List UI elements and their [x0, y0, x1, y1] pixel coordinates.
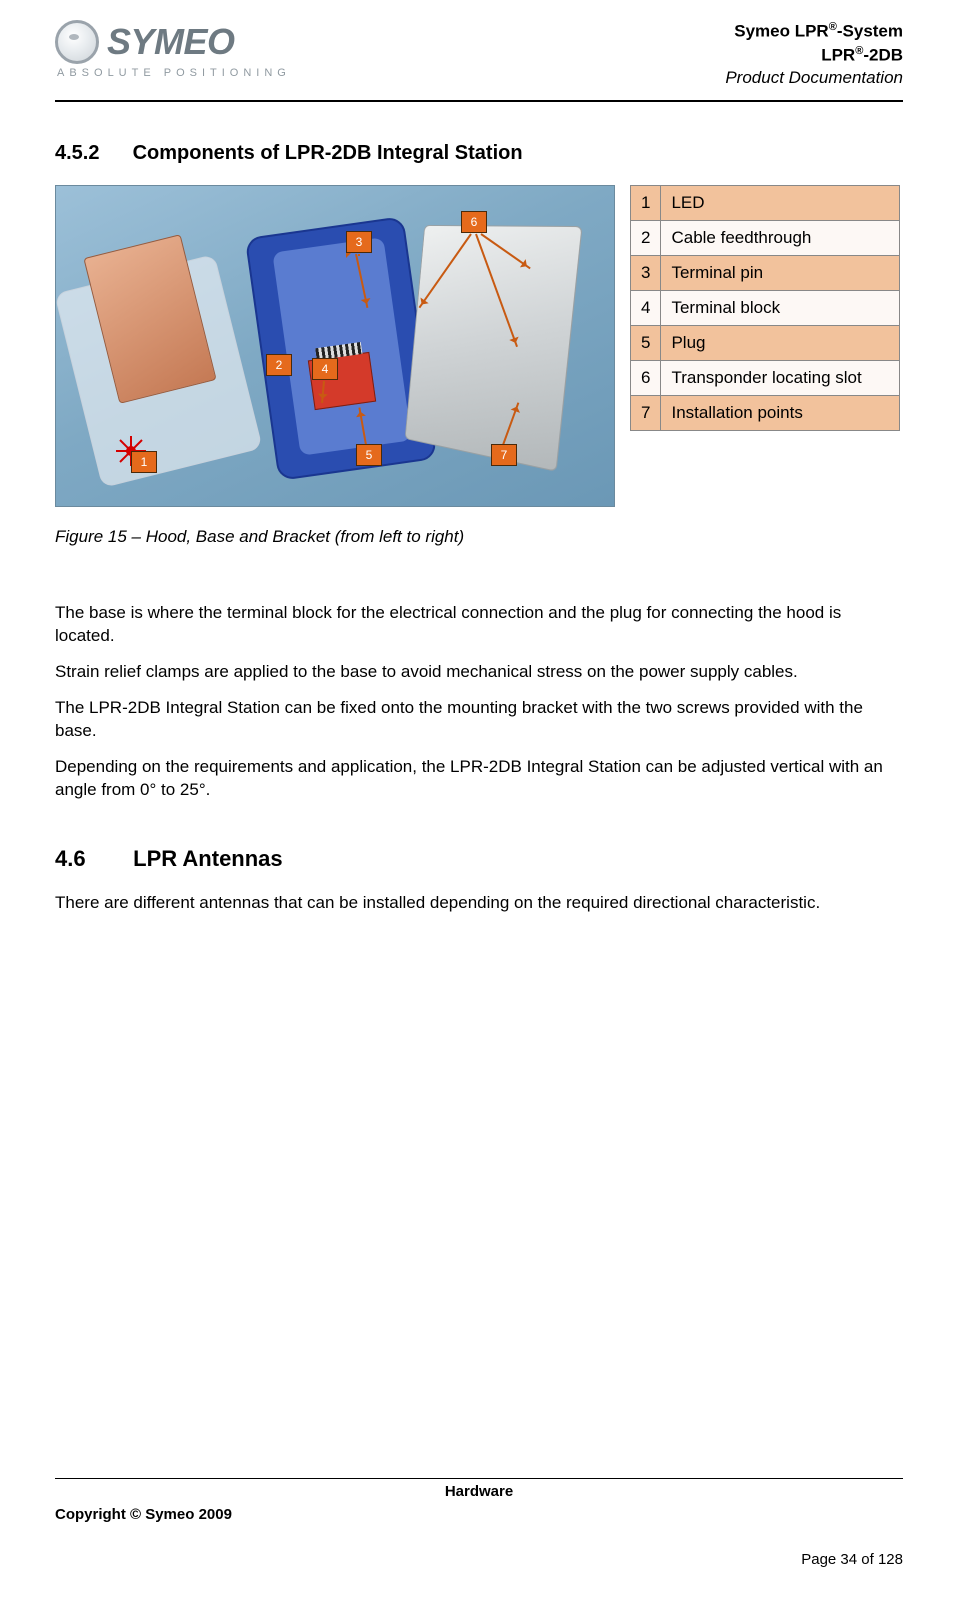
paragraph-antennas: There are different antennas that can be…: [55, 892, 903, 914]
legend-label: Terminal pin: [661, 256, 900, 291]
body-text: The base is where the terminal block for…: [55, 602, 903, 801]
legend-label: Terminal block: [661, 291, 900, 326]
figure-label-7: 7: [491, 444, 517, 466]
footer-center: Hardware: [55, 1479, 903, 1506]
figure-label-2: 2: [266, 354, 292, 376]
paragraph-3: The LPR-2DB Integral Station can be fixe…: [55, 697, 903, 742]
paragraph-4: Depending on the requirements and applic…: [55, 756, 903, 801]
figure-row: 1 2 3 4 5 6 7 1LED2Cable feedthrough3Ter…: [55, 185, 903, 507]
subsection-heading: 4.5.2 Components of LPR-2DB Integral Sta…: [55, 142, 903, 165]
legend-row: 4Terminal block: [631, 291, 900, 326]
figure-label-5: 5: [356, 444, 382, 466]
legend-num: 4: [631, 291, 661, 326]
figure-label-4: 4: [312, 358, 338, 380]
legend-num: 2: [631, 221, 661, 256]
logo-icon: [55, 20, 99, 64]
footer-copyright: Copyright © Symeo 2009: [55, 1506, 903, 1523]
hdr-line1b: -System: [837, 22, 903, 41]
hdr-line3: Product Documentation: [725, 67, 903, 90]
legend-label: Installation points: [661, 396, 900, 431]
legend-num: 6: [631, 361, 661, 396]
paragraph-2: Strain relief clamps are applied to the …: [55, 661, 903, 683]
hdr-line2b: -2DB: [863, 45, 903, 64]
page-footer: Hardware Copyright © Symeo 2009 Page 34 …: [55, 1478, 903, 1568]
header-right: Symeo LPR®-System LPR®-2DB Product Docum…: [725, 20, 903, 90]
paragraph-1: The base is where the terminal block for…: [55, 602, 903, 647]
legend-row: 6Transponder locating slot: [631, 361, 900, 396]
section-title: LPR Antennas: [133, 846, 283, 871]
legend-label: LED: [661, 186, 900, 221]
section-heading: 4.6 LPR Antennas: [55, 846, 903, 872]
figure-label-1: 1: [131, 451, 157, 473]
hdr-line2a: LPR: [821, 45, 855, 64]
legend-label: Cable feedthrough: [661, 221, 900, 256]
legend-num: 3: [631, 256, 661, 291]
figure-label-3: 3: [346, 231, 372, 253]
legend-row: 5Plug: [631, 326, 900, 361]
reg-mark: ®: [829, 21, 837, 33]
figure-caption: Figure 15 – Hood, Base and Bracket (from…: [55, 527, 903, 547]
legend-num: 5: [631, 326, 661, 361]
logo-subtitle: ABSOLUTE POSITIONING: [57, 67, 291, 79]
legend-label: Transponder locating slot: [661, 361, 900, 396]
content: 4.5.2 Components of LPR-2DB Integral Sta…: [55, 102, 903, 915]
logo-text: SYMEO: [107, 21, 235, 63]
subsection-num: 4.5.2: [55, 142, 127, 165]
legend-row: 3Terminal pin: [631, 256, 900, 291]
section-num: 4.6: [55, 846, 127, 872]
figure-photo: 1 2 3 4 5 6 7: [55, 185, 615, 507]
bracket-shape: [405, 225, 583, 472]
legend-row: 1LED: [631, 186, 900, 221]
page: SYMEO ABSOLUTE POSITIONING Symeo LPR®-Sy…: [0, 0, 958, 1598]
legend-table: 1LED2Cable feedthrough3Terminal pin4Term…: [630, 185, 900, 431]
hdr-line1a: Symeo LPR: [734, 22, 828, 41]
legend-row: 2Cable feedthrough: [631, 221, 900, 256]
legend-num: 7: [631, 396, 661, 431]
figure-label-6: 6: [461, 211, 487, 233]
subsection-title: Components of LPR-2DB Integral Station: [133, 142, 523, 164]
legend-num: 1: [631, 186, 661, 221]
logo-block: SYMEO ABSOLUTE POSITIONING: [55, 20, 291, 79]
footer-page-number: Page 34 of 128: [55, 1551, 903, 1568]
legend-label: Plug: [661, 326, 900, 361]
legend-row: 7Installation points: [631, 396, 900, 431]
page-header: SYMEO ABSOLUTE POSITIONING Symeo LPR®-Sy…: [55, 20, 903, 102]
